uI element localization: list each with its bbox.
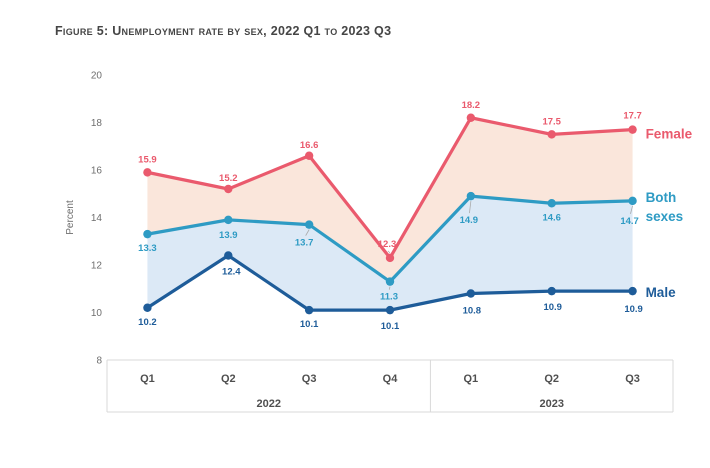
x-category-label: Q2 bbox=[544, 373, 559, 385]
data-point-female bbox=[304, 151, 314, 160]
figure-title: Figure 5: Unemployment rate by sex, 2022… bbox=[55, 24, 392, 38]
data-label-female: 15.9 bbox=[138, 154, 157, 165]
data-point-male bbox=[304, 305, 314, 315]
data-label-female: 12.3 bbox=[378, 239, 397, 250]
series-end-label-both-sexes: sexes bbox=[646, 209, 684, 224]
data-label-female: 16.6 bbox=[300, 140, 319, 151]
data-point-female bbox=[466, 113, 476, 122]
data-label-both-sexes: 14.6 bbox=[542, 212, 561, 223]
y-axis-title: Percent bbox=[65, 200, 76, 235]
data-label-male: 12.4 bbox=[222, 267, 241, 278]
data-label-male: 10.2 bbox=[138, 317, 157, 328]
y-axis-tick-label: 14 bbox=[91, 213, 103, 224]
data-point-male bbox=[466, 289, 476, 298]
data-label-leader-both-sexes bbox=[630, 205, 633, 214]
data-point-both-sexes bbox=[385, 277, 395, 286]
y-axis-tick-label: 10 bbox=[91, 308, 103, 319]
data-point-female bbox=[224, 184, 233, 194]
data-label-both-sexes: 13.9 bbox=[219, 230, 238, 241]
data-label-female: 17.5 bbox=[542, 116, 561, 127]
data-point-male bbox=[628, 286, 637, 296]
data-label-female: 15.2 bbox=[219, 173, 238, 184]
data-point-male bbox=[224, 251, 233, 260]
x-category-label: Q3 bbox=[625, 373, 640, 385]
data-point-female bbox=[628, 125, 637, 134]
data-label-leader-both-sexes bbox=[469, 201, 472, 214]
data-label-female: 17.7 bbox=[623, 111, 642, 122]
data-point-both-sexes bbox=[224, 215, 233, 225]
data-label-male: 10.9 bbox=[543, 302, 562, 313]
data-label-both-sexes: 13.3 bbox=[138, 243, 157, 254]
data-point-female bbox=[143, 168, 152, 177]
data-label-male: 10.8 bbox=[463, 306, 482, 317]
data-label-both-sexes: 14.7 bbox=[620, 216, 639, 227]
x-category-label: Q4 bbox=[383, 373, 399, 385]
data-point-male bbox=[143, 303, 152, 312]
data-label-female: 18.2 bbox=[462, 100, 481, 111]
data-label-both-sexes: 11.3 bbox=[380, 292, 398, 303]
data-label-male: 10.1 bbox=[300, 319, 319, 330]
series-end-label-male: Male bbox=[646, 285, 677, 300]
x-category-label: Q2 bbox=[221, 373, 236, 385]
data-label-leader-both-sexes bbox=[388, 286, 391, 290]
data-label-both-sexes: 13.7 bbox=[295, 238, 314, 249]
series-end-label-both-sexes: Both bbox=[646, 190, 677, 205]
data-point-both-sexes bbox=[304, 220, 314, 229]
y-axis-tick-label: 8 bbox=[96, 356, 102, 367]
year-group-label: 2022 bbox=[256, 398, 280, 410]
data-label-male: 10.1 bbox=[381, 321, 400, 332]
data-label-both-sexes: 14.9 bbox=[460, 215, 479, 226]
year-group-label: 2023 bbox=[539, 398, 563, 410]
x-category-label: Q1 bbox=[140, 373, 155, 385]
data-point-male bbox=[547, 286, 556, 296]
data-point-both-sexes bbox=[466, 191, 476, 201]
y-axis-tick-label: 20 bbox=[91, 71, 103, 82]
data-point-male bbox=[385, 305, 395, 315]
data-point-both-sexes bbox=[628, 196, 637, 206]
data-point-female bbox=[385, 253, 395, 263]
data-point-female bbox=[547, 130, 556, 139]
y-axis-tick-label: 16 bbox=[91, 166, 103, 177]
series-end-label-female: Female bbox=[646, 127, 693, 142]
x-category-label: Q3 bbox=[302, 373, 317, 385]
data-point-both-sexes bbox=[143, 229, 152, 239]
data-label-leader-both-sexes bbox=[305, 229, 310, 236]
y-axis-tick-label: 18 bbox=[91, 118, 103, 129]
x-category-label: Q1 bbox=[464, 373, 479, 385]
data-point-both-sexes bbox=[547, 199, 556, 208]
y-axis-tick-label: 12 bbox=[91, 261, 103, 272]
data-label-male: 10.9 bbox=[624, 304, 643, 315]
band-fill-female-both-sexes bbox=[147, 117, 633, 282]
data-label-leader-female bbox=[387, 250, 391, 254]
